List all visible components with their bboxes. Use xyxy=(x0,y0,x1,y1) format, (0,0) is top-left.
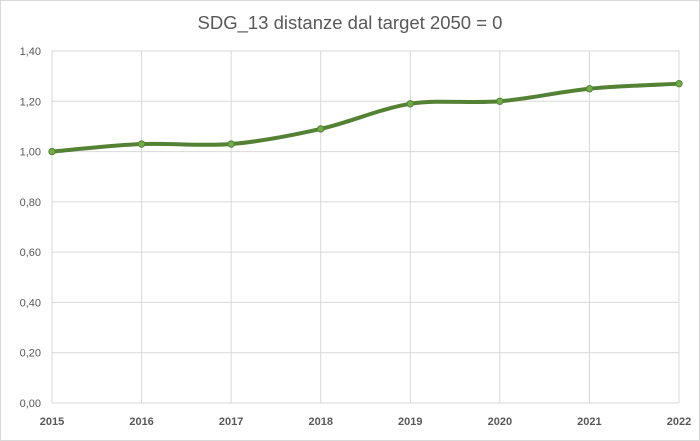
series-line xyxy=(50,81,681,154)
x-tick-label: 2016 xyxy=(129,416,153,428)
x-tick-label: 2019 xyxy=(398,416,422,428)
data-point xyxy=(227,140,235,148)
x-axis-tick-labels: 2015 2016 2017 2018 2019 2020 2021 2022 xyxy=(40,416,691,428)
data-point xyxy=(675,79,683,88)
data-point xyxy=(406,100,414,108)
data-point xyxy=(137,140,146,148)
y-tick-label: 0,40 xyxy=(20,297,41,309)
gridlines xyxy=(51,50,680,404)
y-tick-label: 1,00 xyxy=(20,147,41,159)
x-tick-label: 2022 xyxy=(667,416,691,428)
y-tick-label: 0,20 xyxy=(20,348,41,360)
chart-title: SDG_13 distanze dal target 2050 = 0 xyxy=(197,12,503,33)
y-tick-label: 0,00 xyxy=(20,398,41,410)
y-tick-label: 1,20 xyxy=(20,96,41,108)
data-point xyxy=(496,97,504,105)
data-point xyxy=(585,85,594,93)
x-tick-label: 2015 xyxy=(40,416,64,428)
x-tick-label: 2021 xyxy=(577,416,601,428)
y-tick-label: 0,80 xyxy=(20,197,41,209)
data-point xyxy=(48,147,56,156)
x-tick-label: 2018 xyxy=(308,416,332,428)
y-tick-label: 0,60 xyxy=(20,247,41,259)
y-axis-tick-labels: 0,00 0,20 0,40 0,60 0,80 1,00 1,20 1,40 xyxy=(20,46,41,410)
x-tick-label: 2020 xyxy=(488,416,512,428)
x-tick-label: 2017 xyxy=(219,416,243,428)
data-point xyxy=(317,125,325,133)
y-tick-label: 1,40 xyxy=(20,46,41,58)
series-group xyxy=(48,79,683,156)
